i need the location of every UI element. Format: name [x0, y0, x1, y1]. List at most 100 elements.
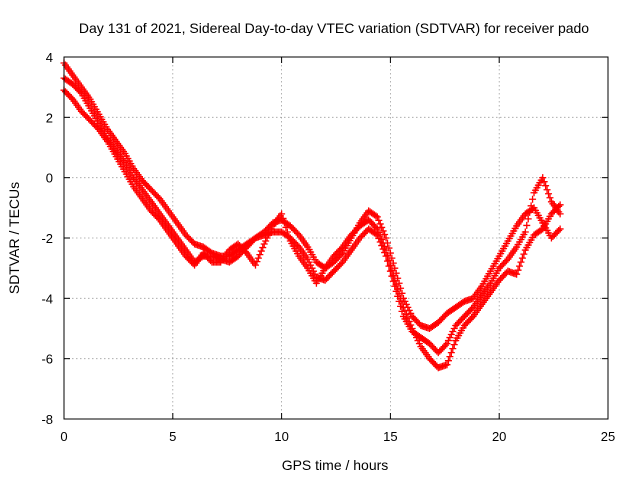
data-point-fill	[402, 310, 410, 318]
data-point-fill	[282, 223, 290, 231]
data-point-fill	[375, 216, 383, 224]
data-point	[251, 261, 259, 269]
data-point-fill	[67, 94, 75, 102]
x-axis-label: GPS time / hours	[282, 457, 389, 473]
data-point-fill	[546, 194, 554, 202]
data-point	[408, 325, 416, 332]
data-point-fill	[257, 247, 265, 255]
data-point	[373, 225, 381, 233]
data-point	[304, 255, 312, 263]
data-point	[382, 246, 390, 254]
data-point-fill	[555, 226, 563, 234]
data-point-fill	[524, 215, 532, 223]
data-point-fill	[446, 334, 454, 342]
data-point-fill	[415, 340, 423, 348]
data-point-fill	[397, 294, 405, 302]
data-point-fill	[285, 232, 293, 240]
data-point-fill	[265, 231, 273, 239]
data-point-fill	[259, 244, 267, 252]
data-point-fill	[407, 321, 415, 329]
data-point-fill	[154, 193, 162, 201]
data-point-fill	[545, 190, 553, 198]
data-point-fill	[283, 228, 291, 236]
data-point-fill	[404, 314, 412, 322]
data-point-fill	[263, 234, 271, 242]
data-point-fill	[543, 186, 551, 194]
data-point-fill	[449, 328, 457, 336]
data-point	[556, 225, 564, 233]
data-point-fill	[502, 257, 510, 265]
data-point-fill	[389, 277, 397, 285]
data-point-fill	[517, 258, 525, 266]
x-tick-label: 5	[169, 429, 176, 444]
data-point-fill	[523, 221, 531, 229]
data-point	[443, 340, 451, 348]
y-tick-label: -6	[41, 352, 53, 367]
y-tick-label: -8	[41, 412, 53, 427]
data-point	[391, 276, 399, 284]
data-point-fill	[337, 245, 345, 253]
data-point	[513, 270, 521, 278]
data-point	[260, 240, 268, 248]
x-tick-label: 15	[383, 429, 397, 444]
data-point-fill	[555, 202, 563, 210]
x-tick-label: 10	[274, 429, 288, 444]
data-point-fill	[442, 341, 450, 349]
data-point-fill	[444, 337, 452, 345]
data-point-fill	[241, 248, 249, 256]
y-tick-label: 4	[46, 50, 53, 65]
data-point-fill	[447, 349, 455, 357]
data-point-fill	[537, 226, 545, 234]
data-point-fill	[76, 88, 84, 96]
data-point	[373, 213, 381, 221]
data-point-fill	[375, 228, 383, 236]
data-point-fill	[267, 225, 275, 233]
y-tick-label: 0	[46, 171, 53, 186]
data-point-fill	[401, 307, 409, 315]
data-point-fill	[294, 229, 302, 237]
data-point-fill	[388, 266, 396, 274]
data-point-fill	[372, 212, 380, 220]
data-point-fill	[379, 239, 387, 247]
data-point-fill	[376, 232, 384, 240]
data-point-fill	[383, 257, 391, 265]
data-point	[443, 361, 451, 369]
data-point-fill	[444, 357, 452, 365]
data-point-fill	[392, 281, 400, 289]
data-point-fill	[395, 290, 403, 298]
data-series	[60, 59, 564, 372]
data-point-fill	[518, 254, 526, 262]
x-tick-label: 20	[492, 429, 506, 444]
x-tick-label: 0	[60, 429, 67, 444]
data-point-fill	[376, 220, 384, 228]
data-point-fill	[281, 219, 289, 227]
data-point-fill	[468, 305, 476, 313]
x-tick-labels: 0 5 10 15 20 25	[60, 429, 615, 444]
data-point	[399, 303, 407, 311]
data-point-fill	[520, 250, 528, 258]
data-point-fill	[266, 228, 274, 236]
data-point-fill	[527, 202, 535, 210]
data-point-fill	[385, 262, 393, 270]
data-point-fill	[254, 254, 262, 262]
data-point-fill	[388, 272, 396, 280]
data-point-fill	[542, 182, 550, 190]
data-point	[539, 174, 547, 182]
data-point-fill	[398, 299, 406, 307]
data-point	[521, 228, 529, 236]
data-point-fill	[449, 345, 457, 353]
data-point-fill	[529, 195, 537, 203]
series-track-c	[60, 86, 564, 372]
data-point-fill	[386, 261, 394, 269]
data-point-fill	[407, 309, 415, 317]
data-point	[382, 252, 390, 260]
data-point-fill	[383, 251, 391, 259]
data-point-fill	[389, 271, 397, 279]
data-point-fill	[516, 262, 524, 270]
data-point-fill	[381, 243, 389, 251]
data-point-fill	[410, 328, 418, 336]
data-point-fill	[447, 331, 455, 339]
data-point-fill	[450, 325, 458, 332]
data-point-fill	[381, 230, 389, 238]
data-point-fill	[93, 124, 101, 132]
